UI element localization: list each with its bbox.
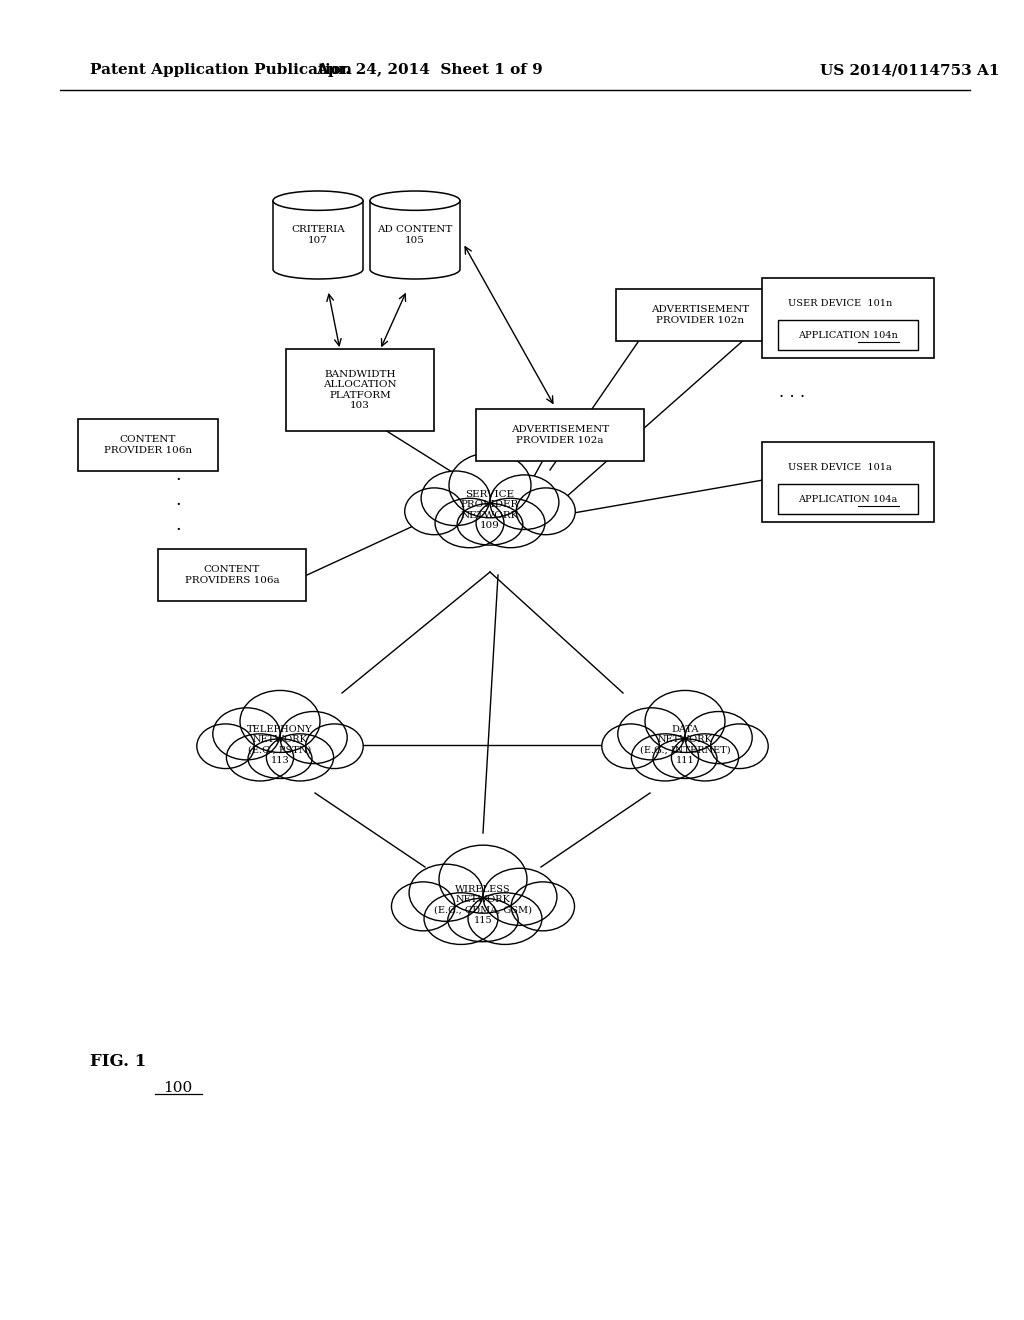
Text: APPLICATION 104n: APPLICATION 104n — [798, 330, 898, 339]
Ellipse shape — [685, 711, 753, 763]
Ellipse shape — [516, 488, 575, 535]
Ellipse shape — [266, 734, 334, 781]
Text: US 2014/0114753 A1: US 2014/0114753 A1 — [820, 63, 999, 77]
Ellipse shape — [424, 892, 498, 944]
Text: CONTENT
PROVIDER 106n: CONTENT PROVIDER 106n — [104, 436, 193, 454]
Ellipse shape — [617, 708, 685, 760]
Ellipse shape — [435, 498, 504, 548]
Ellipse shape — [404, 488, 464, 535]
Text: ·
·
·: · · · — [175, 471, 181, 539]
Text: DATA
NETWORK
(E.G., INTERNET)
111: DATA NETWORK (E.G., INTERNET) 111 — [640, 725, 730, 766]
Ellipse shape — [602, 723, 659, 768]
Text: · · ·: · · · — [779, 389, 805, 407]
Ellipse shape — [280, 711, 347, 763]
Ellipse shape — [409, 865, 483, 921]
Text: CONTENT
PROVIDERS 106a: CONTENT PROVIDERS 106a — [184, 565, 280, 585]
FancyBboxPatch shape — [762, 442, 934, 521]
Ellipse shape — [449, 453, 531, 517]
Ellipse shape — [483, 869, 557, 925]
Ellipse shape — [421, 471, 490, 525]
Text: BANDWIDTH
ALLOCATION
PLATFORM
103: BANDWIDTH ALLOCATION PLATFORM 103 — [324, 370, 397, 411]
Text: WIRELESS
NETWORK
(E.G., CDMA, GSM)
115: WIRELESS NETWORK (E.G., CDMA, GSM) 115 — [434, 884, 532, 925]
Ellipse shape — [511, 882, 574, 931]
Ellipse shape — [632, 734, 698, 781]
Text: Apr. 24, 2014  Sheet 1 of 9: Apr. 24, 2014 Sheet 1 of 9 — [316, 63, 544, 77]
Ellipse shape — [476, 498, 545, 548]
Ellipse shape — [248, 739, 312, 779]
Text: TELEPHONY
NETWORK
(E.G., PSTN)
113: TELEPHONY NETWORK (E.G., PSTN) 113 — [247, 725, 312, 766]
Text: Patent Application Publication: Patent Application Publication — [90, 63, 352, 77]
Text: CRITERIA
107: CRITERIA 107 — [291, 226, 345, 244]
Ellipse shape — [711, 723, 768, 768]
FancyBboxPatch shape — [778, 484, 918, 513]
Ellipse shape — [672, 734, 738, 781]
Ellipse shape — [305, 723, 364, 768]
FancyBboxPatch shape — [762, 279, 934, 358]
FancyBboxPatch shape — [476, 409, 644, 461]
Text: USER DEVICE  101a: USER DEVICE 101a — [788, 463, 892, 473]
Ellipse shape — [226, 734, 294, 781]
FancyBboxPatch shape — [616, 289, 784, 341]
Text: ADVERTISEMENT
PROVIDER 102n: ADVERTISEMENT PROVIDER 102n — [651, 305, 750, 325]
Ellipse shape — [457, 503, 523, 545]
Text: AD CONTENT
105: AD CONTENT 105 — [377, 226, 453, 244]
Text: FIG. 1: FIG. 1 — [90, 1053, 146, 1071]
Ellipse shape — [391, 882, 455, 931]
Ellipse shape — [645, 690, 725, 752]
FancyBboxPatch shape — [778, 319, 918, 350]
Text: ADVERTISEMENT
PROVIDER 102a: ADVERTISEMENT PROVIDER 102a — [511, 425, 609, 445]
Ellipse shape — [439, 845, 527, 913]
Ellipse shape — [490, 475, 559, 529]
Text: SERVICE
PROVIDER
NETWORK
109: SERVICE PROVIDER NETWORK 109 — [461, 490, 519, 531]
Text: 100: 100 — [164, 1081, 193, 1096]
Ellipse shape — [468, 892, 542, 944]
Ellipse shape — [653, 739, 717, 779]
Ellipse shape — [240, 690, 319, 752]
Ellipse shape — [197, 723, 254, 768]
FancyBboxPatch shape — [78, 418, 218, 471]
Ellipse shape — [370, 191, 460, 210]
Text: USER DEVICE  101n: USER DEVICE 101n — [787, 300, 892, 309]
Text: APPLICATION 104a: APPLICATION 104a — [799, 495, 898, 503]
Ellipse shape — [273, 191, 362, 210]
Ellipse shape — [447, 898, 518, 941]
FancyBboxPatch shape — [158, 549, 306, 601]
Ellipse shape — [213, 708, 280, 760]
FancyBboxPatch shape — [286, 348, 434, 432]
